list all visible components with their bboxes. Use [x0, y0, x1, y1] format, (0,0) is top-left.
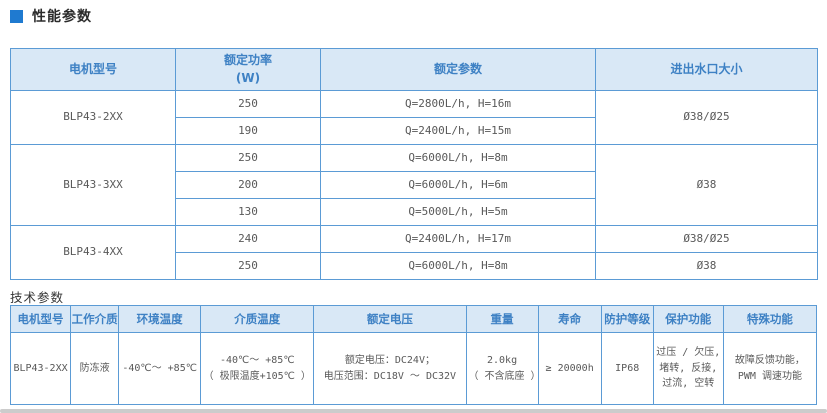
- power-cell: 130: [175, 198, 321, 226]
- port-size-cell: Ø38/Ø25: [595, 225, 818, 253]
- model-cell: BLP43-3XX: [10, 144, 176, 226]
- protection-line: 堵转, 反接,: [659, 362, 718, 374]
- table-row: BLP43-2XX 防冻液 -40℃～ +85℃ -40℃～ +85℃ （ 极限…: [9, 332, 818, 405]
- rated-voltage-line: 额定电压：DC24V；: [344, 355, 435, 366]
- section-header-performance: 性能参数: [10, 6, 92, 26]
- params-cell: Q=6000L/h, H=6m: [320, 171, 596, 199]
- col-header-weight: 重量: [465, 305, 539, 333]
- performance-table: 电机型号 额定功率 (W) 额定参数 进出水口大小 BLP43-2XX 250 …: [10, 48, 818, 280]
- performance-header-row: 电机型号 额定功率 (W) 额定参数 进出水口大小: [10, 48, 818, 91]
- col-header-model: 电机型号: [10, 48, 176, 91]
- special-line: PWM 调速功能: [737, 370, 802, 382]
- power-cell: 250: [175, 144, 321, 172]
- special-line: 故障反馈功能，: [734, 355, 805, 366]
- protection-cell: 过压 / 欠压, 堵转, 反接, 过流, 空转: [652, 332, 724, 405]
- power-cell: 250: [175, 90, 321, 118]
- horizontal-scrollbar[interactable]: [0, 409, 827, 413]
- model-cell: BLP43-2XX: [10, 90, 176, 145]
- power-cell: 250: [175, 252, 321, 280]
- ambient-temp-cell: -40℃～ +85℃: [118, 332, 202, 405]
- medium-temp-limit-line: （ 极限温度+105℃ ）: [203, 370, 311, 382]
- ip-rating-cell: IP68: [600, 332, 654, 405]
- medium-temp-line: -40℃～ +85℃: [219, 355, 295, 366]
- col-header-protection: 保护功能: [652, 305, 724, 333]
- params-cell: Q=6000L/h, H=8m: [320, 252, 596, 280]
- technical-header-row: 电机型号 工作介质 环境温度 介质温度 额定电压 重量 寿命 防护等级 保护功能…: [9, 305, 818, 333]
- model-cell: BLP43-2XX: [9, 332, 72, 405]
- table-row: 200 Q=6000L/h, H=6m: [11, 171, 818, 199]
- params-cell: Q=5000L/h, H=5m: [320, 198, 596, 226]
- col-header-voltage: 额定电压: [313, 305, 467, 333]
- weight-cell: 2.0kg （ 不含底座 ）: [465, 332, 539, 405]
- protection-line: 过压 / 欠压,: [656, 347, 721, 359]
- col-header-power: 额定功率 (W): [175, 48, 321, 91]
- power-cell: 200: [175, 171, 321, 199]
- table-row: 250 Q=6000L/h, H=8m Ø38: [11, 252, 818, 280]
- protection-line: 过流, 空转: [662, 378, 715, 390]
- table-row: 130 Q=5000L/h, H=5m: [11, 198, 818, 226]
- voltage-range-line: 电压范围：DC18V ～ DC32V: [323, 370, 457, 382]
- col-header-ambient-temp: 环境温度: [118, 305, 202, 333]
- port-size-cell: Ø38/Ø25: [595, 90, 818, 145]
- technical-table: 电机型号 工作介质 环境温度 介质温度 额定电压 重量 寿命 防护等级 保护功能…: [9, 305, 818, 405]
- col-header-ip-rating: 防护等级: [600, 305, 654, 333]
- medium-temp-cell: -40℃～ +85℃ （ 极限温度+105℃ ）: [200, 332, 315, 405]
- model-cell: BLP43-4XX: [10, 225, 176, 280]
- special-cell: 故障反馈功能， PWM 调速功能: [722, 332, 818, 405]
- col-header-port-size: 进出水口大小: [595, 48, 818, 91]
- power-cell: 240: [175, 225, 321, 253]
- voltage-cell: 额定电压：DC24V； 电压范围：DC18V ～ DC32V: [313, 332, 467, 405]
- lifespan-cell: ≥ 20000h: [537, 332, 602, 405]
- performance-section-title: 性能参数: [32, 9, 92, 25]
- params-cell: Q=6000L/h, H=8m: [320, 144, 596, 172]
- params-cell: Q=2400L/h, H=17m: [320, 225, 596, 253]
- section-marker-icon: [10, 9, 23, 23]
- port-size-cell: Ø38: [595, 144, 818, 226]
- col-header-medium: 工作介质: [70, 305, 120, 333]
- col-header-lifespan: 寿命: [537, 305, 602, 333]
- medium-cell: 防冻液: [70, 332, 120, 405]
- col-header-medium-temp: 介质温度: [200, 305, 315, 333]
- col-header-power-label: 额定功率: [223, 53, 272, 68]
- col-header-rated-params: 额定参数: [320, 48, 596, 91]
- table-row: BLP43-2XX 250 Q=2800L/h, H=16m Ø38/Ø25: [10, 90, 818, 145]
- col-header-special: 特殊功能: [722, 305, 818, 333]
- params-cell: Q=2400L/h, H=15m: [320, 117, 596, 145]
- power-cell: 190: [175, 117, 321, 145]
- col-header-model: 电机型号: [9, 305, 72, 333]
- weight-value-line: 2.0kg: [487, 355, 518, 366]
- weight-note-line: （ 不含底座 ）: [468, 370, 539, 382]
- table-row: BLP43-4XX 240 Q=2400L/h, H=17m Ø38/Ø25: [10, 225, 818, 280]
- col-header-power-unit: (W): [235, 70, 261, 85]
- params-cell: Q=2800L/h, H=16m: [320, 90, 596, 118]
- technical-section-title: 技术参数: [10, 290, 65, 305]
- table-row: BLP43-3XX 250 Q=6000L/h, H=8m Ø38: [10, 144, 818, 226]
- table-row: 190 Q=2400L/h, H=15m: [11, 117, 818, 145]
- port-size-cell: Ø38: [595, 252, 818, 280]
